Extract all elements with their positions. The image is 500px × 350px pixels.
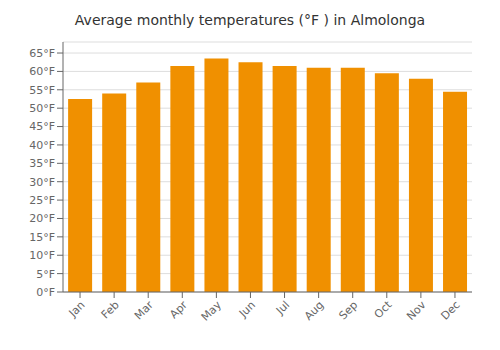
svg-text:50°F: 50°F bbox=[29, 102, 55, 115]
svg-text:Jan: Jan bbox=[66, 298, 88, 320]
svg-text:60°F: 60°F bbox=[29, 65, 55, 78]
svg-text:55°F: 55°F bbox=[29, 84, 55, 97]
svg-text:Jul: Jul bbox=[273, 298, 292, 317]
svg-text:25°F: 25°F bbox=[29, 194, 55, 207]
svg-text:15°F: 15°F bbox=[29, 231, 55, 244]
svg-text:Apr: Apr bbox=[167, 298, 190, 321]
svg-text:20°F: 20°F bbox=[29, 212, 55, 225]
svg-text:Jun: Jun bbox=[236, 298, 258, 320]
svg-text:May: May bbox=[199, 298, 225, 324]
svg-text:30°F: 30°F bbox=[29, 176, 55, 189]
svg-text:Sep: Sep bbox=[336, 298, 360, 322]
svg-text:35°F: 35°F bbox=[29, 157, 55, 170]
svg-text:Feb: Feb bbox=[99, 298, 122, 321]
svg-text:40°F: 40°F bbox=[29, 139, 55, 152]
svg-text:Aug: Aug bbox=[302, 298, 326, 322]
svg-text:10°F: 10°F bbox=[29, 249, 55, 262]
svg-text:Dec: Dec bbox=[438, 298, 462, 322]
svg-text:Nov: Nov bbox=[404, 298, 429, 323]
html-text:Average monthly temperatures (: Average monthly temperatures (°F ) in Al… bbox=[74, 12, 426, 28]
svg-text:65°F: 65°F bbox=[29, 47, 55, 60]
svg-text:45°F: 45°F bbox=[29, 120, 55, 133]
svg-text:Mar: Mar bbox=[132, 298, 156, 322]
svg-text:0°F: 0°F bbox=[36, 286, 55, 299]
svg-text:5°F: 5°F bbox=[36, 268, 55, 281]
svg-text:Oct: Oct bbox=[372, 298, 395, 321]
